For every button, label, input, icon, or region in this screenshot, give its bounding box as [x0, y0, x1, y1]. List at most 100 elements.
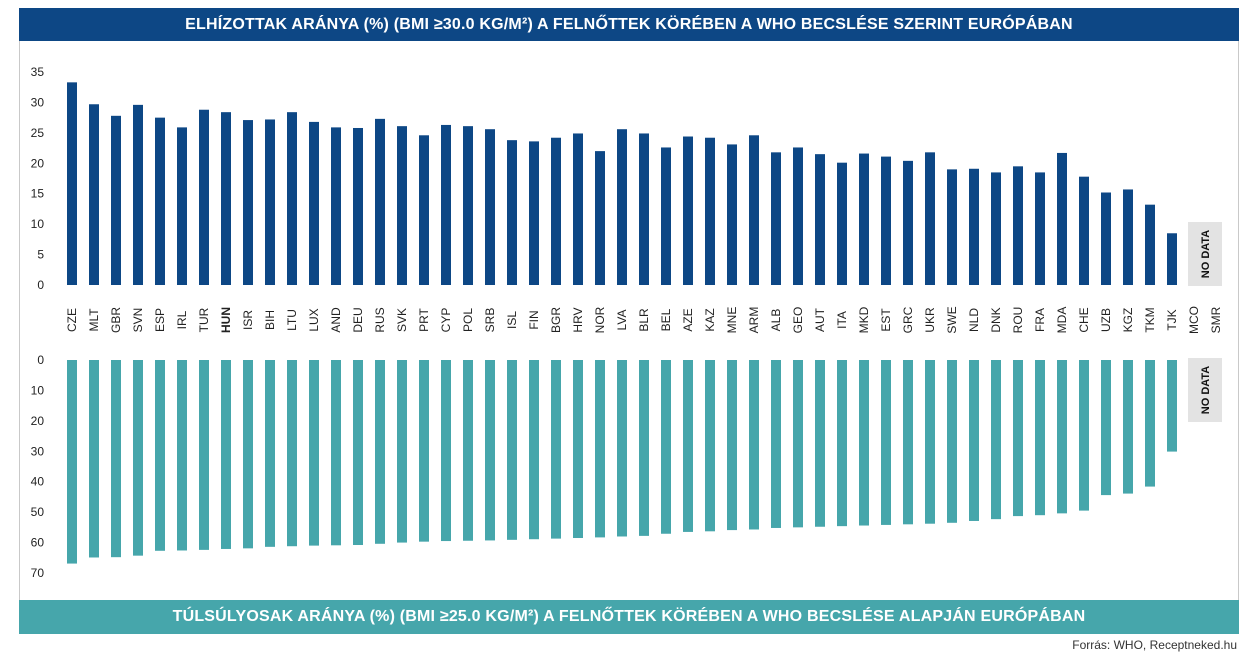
- category-label-lux: LUX: [307, 308, 321, 331]
- category-label-gbr: GBR: [109, 307, 123, 333]
- overweight-bar-fin: [529, 360, 539, 540]
- overweight-bar-gbr: [111, 360, 121, 558]
- category-label-hrv: HRV: [571, 307, 585, 332]
- category-label-mda: MDA: [1055, 307, 1069, 334]
- category-label-and: AND: [329, 307, 343, 333]
- overweight-bar-swe: [947, 360, 957, 523]
- overweight-bar-est: [881, 360, 891, 525]
- obesity-y-tick-25: 25: [31, 126, 45, 140]
- overweight-bar-pol: [463, 360, 473, 541]
- overweight-bar-nld: [969, 360, 979, 521]
- obesity-bar-lva: [617, 129, 627, 285]
- overweight-bar-and: [331, 360, 341, 546]
- category-label-bel: BEL: [659, 308, 673, 331]
- overweight-bar-cyp: [441, 360, 451, 542]
- category-label-tkm: TKM: [1143, 307, 1157, 332]
- overweight-bar-che: [1079, 360, 1089, 511]
- overweight-bar-bel: [661, 360, 671, 534]
- category-label-tjk: TJK: [1165, 309, 1179, 330]
- category-label-kgz: KGZ: [1121, 308, 1135, 333]
- overweight-bar-esp: [155, 360, 165, 551]
- overweight-bar-hrv: [573, 360, 583, 539]
- category-label-nld: NLD: [967, 308, 981, 332]
- overweight-bar-aze: [683, 360, 693, 532]
- category-label-mne: MNE: [725, 307, 739, 334]
- category-label-alb: ALB: [769, 309, 783, 332]
- overweight-no-data-box: NO DATA: [1188, 358, 1222, 422]
- category-label-nor: NOR: [593, 306, 607, 333]
- obesity-bar-arm: [749, 135, 759, 285]
- obesity-bar-irl: [177, 127, 187, 285]
- obesity-bar-mda: [1057, 152, 1067, 285]
- overweight-y-tick-10: 10: [31, 383, 45, 397]
- category-label-blr: BLR: [637, 308, 651, 332]
- overweight-bar-mne: [727, 360, 737, 531]
- overweight-bar-kgz: [1123, 360, 1133, 494]
- obesity-bar-hrv: [573, 133, 583, 285]
- category-label-tur: TUR: [197, 307, 211, 332]
- overweight-bar-lva: [617, 360, 627, 537]
- obesity-bar-lux: [309, 121, 319, 285]
- category-label-irl: IRL: [175, 310, 189, 329]
- obesity-bar-pol: [463, 126, 473, 285]
- obesity-y-tick-30: 30: [31, 95, 45, 109]
- obesity-bar-bel: [661, 147, 671, 285]
- overweight-bar-blr: [639, 360, 649, 536]
- overweight-bar-bih: [265, 360, 275, 547]
- obesity-bar-kaz: [705, 137, 715, 285]
- category-label-grc: GRC: [901, 306, 915, 333]
- category-label-geo: GEO: [791, 307, 805, 334]
- overweight-bar-arm: [749, 360, 759, 530]
- overweight-bar-tkm: [1145, 360, 1155, 487]
- overweight-bar-deu: [353, 360, 363, 546]
- category-label-aze: AZE: [681, 308, 695, 331]
- overweight-y-tick-60: 60: [31, 536, 45, 550]
- overweight-y-tick-40: 40: [31, 475, 45, 489]
- overweight-bar-dnk: [991, 360, 1001, 520]
- category-label-rou: ROU: [1011, 307, 1025, 334]
- category-label-uzb: UZB: [1099, 308, 1113, 332]
- obesity-y-tick-10: 10: [31, 217, 45, 231]
- obesity-bar-cyp: [441, 124, 451, 286]
- overweight-bar-ukr: [925, 360, 935, 524]
- obesity-y-tick-20: 20: [31, 156, 45, 170]
- obesity-y-tick-5: 5: [37, 248, 44, 262]
- overweight-bar-fra: [1035, 360, 1045, 516]
- obesity-bar-nor: [595, 151, 605, 285]
- overweight-y-tick-0: 0: [37, 353, 44, 367]
- overweight-bar-svn: [133, 360, 143, 556]
- category-label-lva: LVA: [615, 310, 629, 331]
- category-label-cyp: CYP: [439, 308, 453, 333]
- overweight-bar-rus: [375, 360, 385, 544]
- category-label-est: EST: [879, 308, 893, 332]
- category-label-mco: MCO: [1187, 306, 1201, 334]
- overweight-bar-aut: [815, 360, 825, 527]
- category-label-isr: ISR: [241, 310, 255, 330]
- category-label-isl: ISL: [505, 311, 519, 329]
- obesity-bar-kgz: [1123, 189, 1133, 285]
- overweight-bar-isl: [507, 360, 517, 540]
- category-label-prt: PRT: [417, 307, 431, 331]
- obesity-bar-tjk: [1167, 233, 1177, 285]
- category-label-bih: BIH: [263, 310, 277, 330]
- obesity-no-data-box: NO DATA: [1188, 222, 1222, 286]
- obesity-bar-and: [331, 127, 341, 285]
- category-label-fra: FRA: [1033, 308, 1047, 332]
- obesity-bar-dnk: [991, 172, 1001, 285]
- obesity-bar-gbr: [111, 115, 121, 286]
- obesity-bar-geo: [793, 147, 803, 285]
- obesity-bar-alb: [771, 152, 781, 285]
- category-label-svk: SVK: [395, 308, 409, 332]
- overweight-bar-svk: [397, 360, 407, 543]
- overweight-bar-cze: [67, 360, 77, 564]
- obesity-bar-bih: [265, 119, 275, 286]
- obesity-bar-fin: [529, 141, 539, 285]
- overweight-no-data-box-label: NO DATA: [1200, 366, 1212, 415]
- overweight-y-tick-30: 30: [31, 444, 45, 458]
- obesity-bar-mlt: [89, 104, 99, 285]
- obesity-bar-aze: [683, 136, 693, 285]
- obesity-bar-mkd: [859, 153, 869, 285]
- overweight-y-tick-70: 70: [31, 566, 45, 580]
- obesity-bar-nld: [969, 168, 979, 285]
